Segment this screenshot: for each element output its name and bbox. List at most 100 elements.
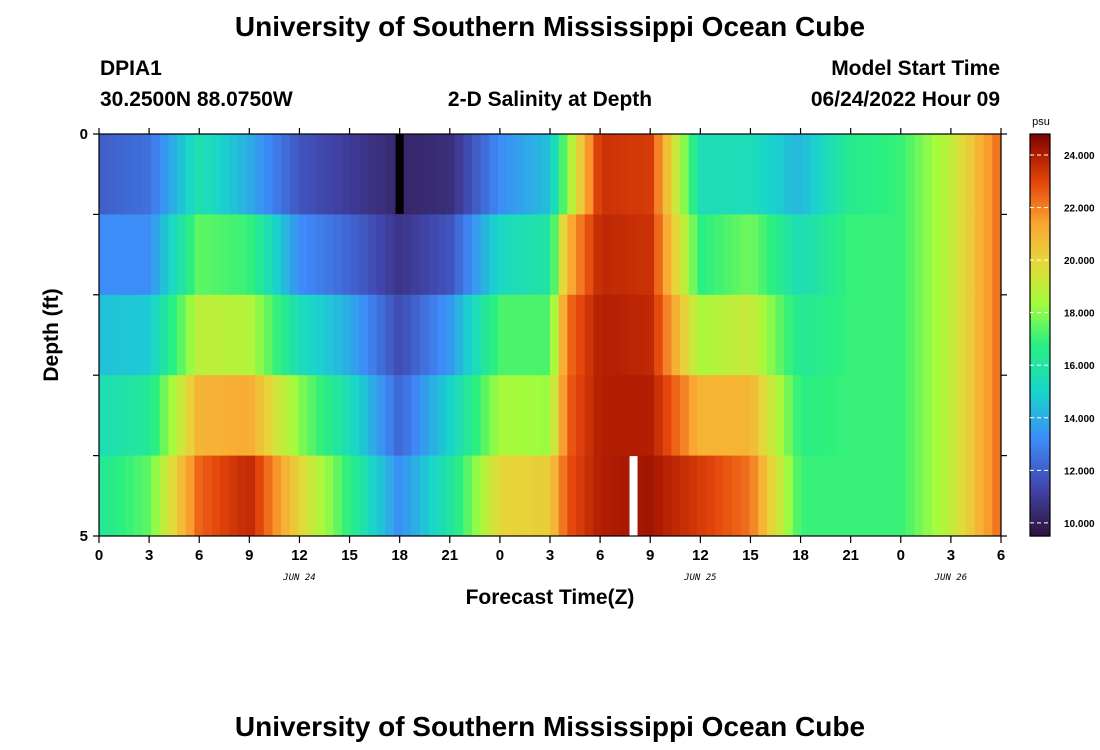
- heatmap-cell: [116, 455, 126, 537]
- heatmap-cell: [402, 134, 412, 215]
- colorbar-segment: [1030, 162, 1050, 165]
- heatmap-cell: [255, 375, 265, 457]
- heatmap-cell: [428, 375, 438, 457]
- heatmap-cell: [220, 134, 230, 215]
- heatmap-cell: [974, 214, 985, 296]
- heatmap-cell: [194, 294, 204, 376]
- heatmap-cell: [255, 455, 265, 537]
- heatmap-cell: [558, 455, 568, 537]
- heatmap-cell: [662, 455, 673, 537]
- heatmap-cell: [341, 294, 352, 376]
- heatmap-cell: [680, 134, 690, 215]
- heatmap-cell: [437, 214, 447, 296]
- heatmap-cell: [680, 214, 690, 296]
- colorbar-segment: [1030, 288, 1050, 292]
- x-tick-label: 9: [245, 547, 253, 564]
- colorbar-segment: [1030, 260, 1050, 264]
- colorbar-segment: [1030, 156, 1050, 159]
- heatmap-cell: [966, 294, 976, 376]
- heatmap-cell: [428, 455, 438, 537]
- heatmap-cell: [116, 294, 126, 376]
- x-tick-label: 15: [742, 547, 759, 564]
- colorbar-segment: [1030, 483, 1050, 487]
- colorbar-segment: [1030, 403, 1050, 406]
- colorbar-segment: [1030, 475, 1050, 479]
- heatmap-cell: [940, 134, 950, 215]
- heatmap-cell: [532, 294, 542, 376]
- colorbar-segment: [1030, 172, 1050, 175]
- heatmap-cell: [116, 214, 126, 296]
- heatmap-cell: [506, 294, 516, 376]
- colorbar-segment: [1030, 337, 1050, 340]
- heatmap-cell: [836, 214, 846, 296]
- heatmap-cell: [836, 375, 846, 457]
- colorbar-segment: [1030, 142, 1050, 145]
- colorbar-segment: [1030, 312, 1050, 316]
- heatmap-cell: [133, 294, 143, 376]
- heatmap-cell: [263, 134, 274, 215]
- colorbar-segment: [1030, 276, 1050, 280]
- heatmap-cell: [281, 455, 291, 537]
- heatmap-cell: [99, 455, 109, 537]
- heatmap-cell: [619, 294, 629, 376]
- x-tick-label: 0: [897, 547, 905, 564]
- heatmap-cell: [185, 294, 195, 376]
- heatmap-cell: [411, 294, 421, 376]
- heatmap-cell: [992, 375, 1002, 457]
- heatmap-cell: [376, 375, 386, 457]
- heatmap-cell: [593, 214, 603, 296]
- heatmap-cell: [307, 455, 317, 537]
- heatmap-cell: [203, 134, 213, 215]
- heatmap-cell: [801, 214, 811, 296]
- heatmap-cell: [454, 294, 464, 376]
- heatmap-cell: [497, 214, 508, 296]
- heatmap-cell: [168, 134, 178, 215]
- heatmap-cell: [489, 134, 499, 215]
- heatmap-cell: [723, 214, 733, 296]
- heatmap-cell: [948, 375, 959, 457]
- colorbar-segment: [1030, 489, 1050, 493]
- heatmap-cell: [289, 455, 300, 537]
- heatmap-cell: [714, 134, 725, 215]
- heatmap-cell: [827, 134, 837, 215]
- heatmap-cell: [411, 214, 421, 296]
- heatmap-cell: [263, 214, 274, 296]
- heatmap-cell: [576, 134, 586, 215]
- colorbar-segment: [1030, 405, 1050, 408]
- heatmap-cell: [263, 455, 274, 537]
- colorbar-segment: [1030, 339, 1050, 342]
- colorbar-segment: [1030, 533, 1050, 537]
- colorbar-segment: [1030, 525, 1050, 529]
- heatmap-cell: [662, 134, 673, 215]
- heatmap-cell: [133, 455, 143, 537]
- heatmap-cell: [966, 134, 976, 215]
- heatmap-cell: [185, 214, 195, 296]
- heatmap-cell: [879, 294, 889, 376]
- heatmap-cell: [654, 455, 664, 537]
- heatmap-cell: [454, 455, 464, 537]
- heatmap-cell: [931, 294, 941, 376]
- colorbar-segment: [1030, 411, 1050, 414]
- colorbar-segment: [1030, 234, 1050, 238]
- heatmap-markers: [395, 134, 638, 536]
- time-marker: [629, 456, 638, 536]
- heatmap-cell: [662, 375, 673, 457]
- colorbar-segment: [1030, 363, 1050, 366]
- colorbar-segment: [1030, 365, 1050, 368]
- colorbar-segment: [1030, 503, 1050, 507]
- colorbar: 10.000 12.000 14.000 16.000 18.000 20.000 22.0…: [1029, 133, 1095, 537]
- heatmap-cell: [758, 455, 768, 537]
- heatmap-cell: [341, 214, 352, 296]
- colorbar-segment: [1030, 174, 1050, 177]
- heatmap-cell: [827, 294, 837, 376]
- heatmap-cell: [359, 375, 369, 457]
- colorbar-segment: [1030, 385, 1050, 388]
- heatmap-cell: [810, 134, 820, 215]
- heatmap-cell: [168, 455, 178, 537]
- heatmap-cell: [159, 375, 169, 457]
- heatmap-cell: [688, 214, 699, 296]
- heatmap-cell: [307, 375, 317, 457]
- heatmap-cell: [844, 134, 855, 215]
- heatmap-cell: [220, 214, 230, 296]
- heatmap-cell: [211, 134, 222, 215]
